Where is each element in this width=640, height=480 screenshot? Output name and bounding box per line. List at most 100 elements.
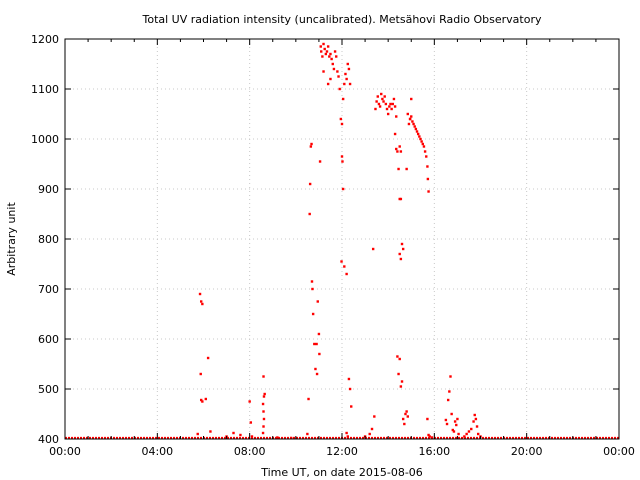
data-point <box>340 155 344 158</box>
y-axis-label: Arbitrary unit <box>5 202 18 276</box>
grid-lines <box>65 39 619 439</box>
data-point <box>382 100 385 103</box>
data-point <box>199 372 202 376</box>
data-point <box>419 137 422 141</box>
data-point <box>335 55 338 58</box>
data-point <box>343 265 346 268</box>
data-point <box>399 385 403 388</box>
x-tick-label: 12:00 <box>326 445 358 458</box>
y-tick-label: 1200 <box>31 33 59 46</box>
data-point <box>408 117 412 121</box>
data-point <box>404 412 407 416</box>
data-point <box>407 122 411 126</box>
y-tick-label: 1100 <box>31 83 59 96</box>
data-point <box>421 142 424 146</box>
data-point <box>315 372 319 376</box>
data-point <box>399 197 403 201</box>
y-tick-labels: 400 500 600 700 800 900 1000 1100 1200 <box>31 33 59 446</box>
data-point <box>415 130 419 133</box>
data-point <box>250 435 254 438</box>
data-point <box>322 70 325 73</box>
data-point <box>329 77 332 81</box>
data-point <box>383 95 386 98</box>
data-point <box>375 100 378 103</box>
data-point <box>400 380 404 383</box>
data-point <box>199 300 203 303</box>
data-point <box>317 332 321 336</box>
data-point <box>347 377 351 381</box>
chart-title: Total UV radiation intensity (uncalibrat… <box>142 13 542 26</box>
y-tick-label: 700 <box>38 283 59 296</box>
data-point <box>411 120 414 123</box>
data-point <box>456 417 459 421</box>
data-point <box>314 367 317 371</box>
data-point <box>333 50 337 53</box>
data-point <box>239 433 242 437</box>
data-point <box>345 77 348 81</box>
data-point <box>399 257 403 261</box>
data-point <box>248 400 251 403</box>
data-point <box>306 432 309 436</box>
data-point <box>262 375 265 378</box>
data-point <box>430 436 434 439</box>
data-point <box>397 372 400 376</box>
x-tick-label: 00:00 <box>603 445 635 458</box>
data-point <box>262 410 265 413</box>
data-point <box>426 417 429 421</box>
data-point <box>388 105 391 108</box>
y-tick-label: 600 <box>38 333 59 346</box>
data-point <box>309 145 313 148</box>
data-point <box>318 352 321 356</box>
x-tick-label: 04:00 <box>141 445 173 458</box>
data-point <box>346 62 349 66</box>
data-point <box>319 45 322 48</box>
data-point <box>445 422 449 426</box>
data-point <box>370 427 374 431</box>
data-point <box>201 400 204 403</box>
data-point <box>311 312 315 316</box>
data-point <box>381 97 384 101</box>
data-point <box>311 287 314 291</box>
data-point <box>336 70 339 73</box>
data-point <box>463 435 466 438</box>
data-point <box>401 247 405 251</box>
data-point <box>449 375 452 378</box>
data-point <box>263 392 266 396</box>
data-point <box>418 135 421 138</box>
data-point <box>325 50 329 53</box>
data-point <box>397 167 400 171</box>
data-point <box>330 57 333 61</box>
data-point <box>324 52 328 56</box>
data-point <box>339 117 343 121</box>
data-point <box>310 142 313 146</box>
data-point <box>392 97 396 101</box>
data-point <box>398 145 401 148</box>
data-point <box>398 357 401 361</box>
y-tick-label: 800 <box>38 233 59 246</box>
data-point <box>329 52 332 56</box>
data-point <box>341 160 344 163</box>
data-point <box>396 150 399 153</box>
data-point <box>249 421 253 424</box>
x-tick-label: 08:00 <box>234 445 266 458</box>
data-point <box>390 107 393 111</box>
x-tick-label: 16:00 <box>418 445 450 458</box>
data-point <box>326 82 330 86</box>
data-point <box>391 102 394 106</box>
data-point <box>427 433 430 437</box>
y-tick-label: 900 <box>38 183 59 196</box>
data-point <box>262 395 266 398</box>
data-point <box>473 413 476 417</box>
data-point <box>376 95 379 98</box>
data-point <box>400 242 404 246</box>
data-point <box>405 410 408 413</box>
data-point <box>347 67 351 71</box>
data-point <box>308 182 312 186</box>
data-point <box>313 342 316 346</box>
data-point <box>450 412 453 416</box>
data-point <box>395 115 398 118</box>
data-point <box>198 292 202 296</box>
data-point <box>232 431 235 435</box>
x-tick-label: 00:00 <box>49 445 81 458</box>
